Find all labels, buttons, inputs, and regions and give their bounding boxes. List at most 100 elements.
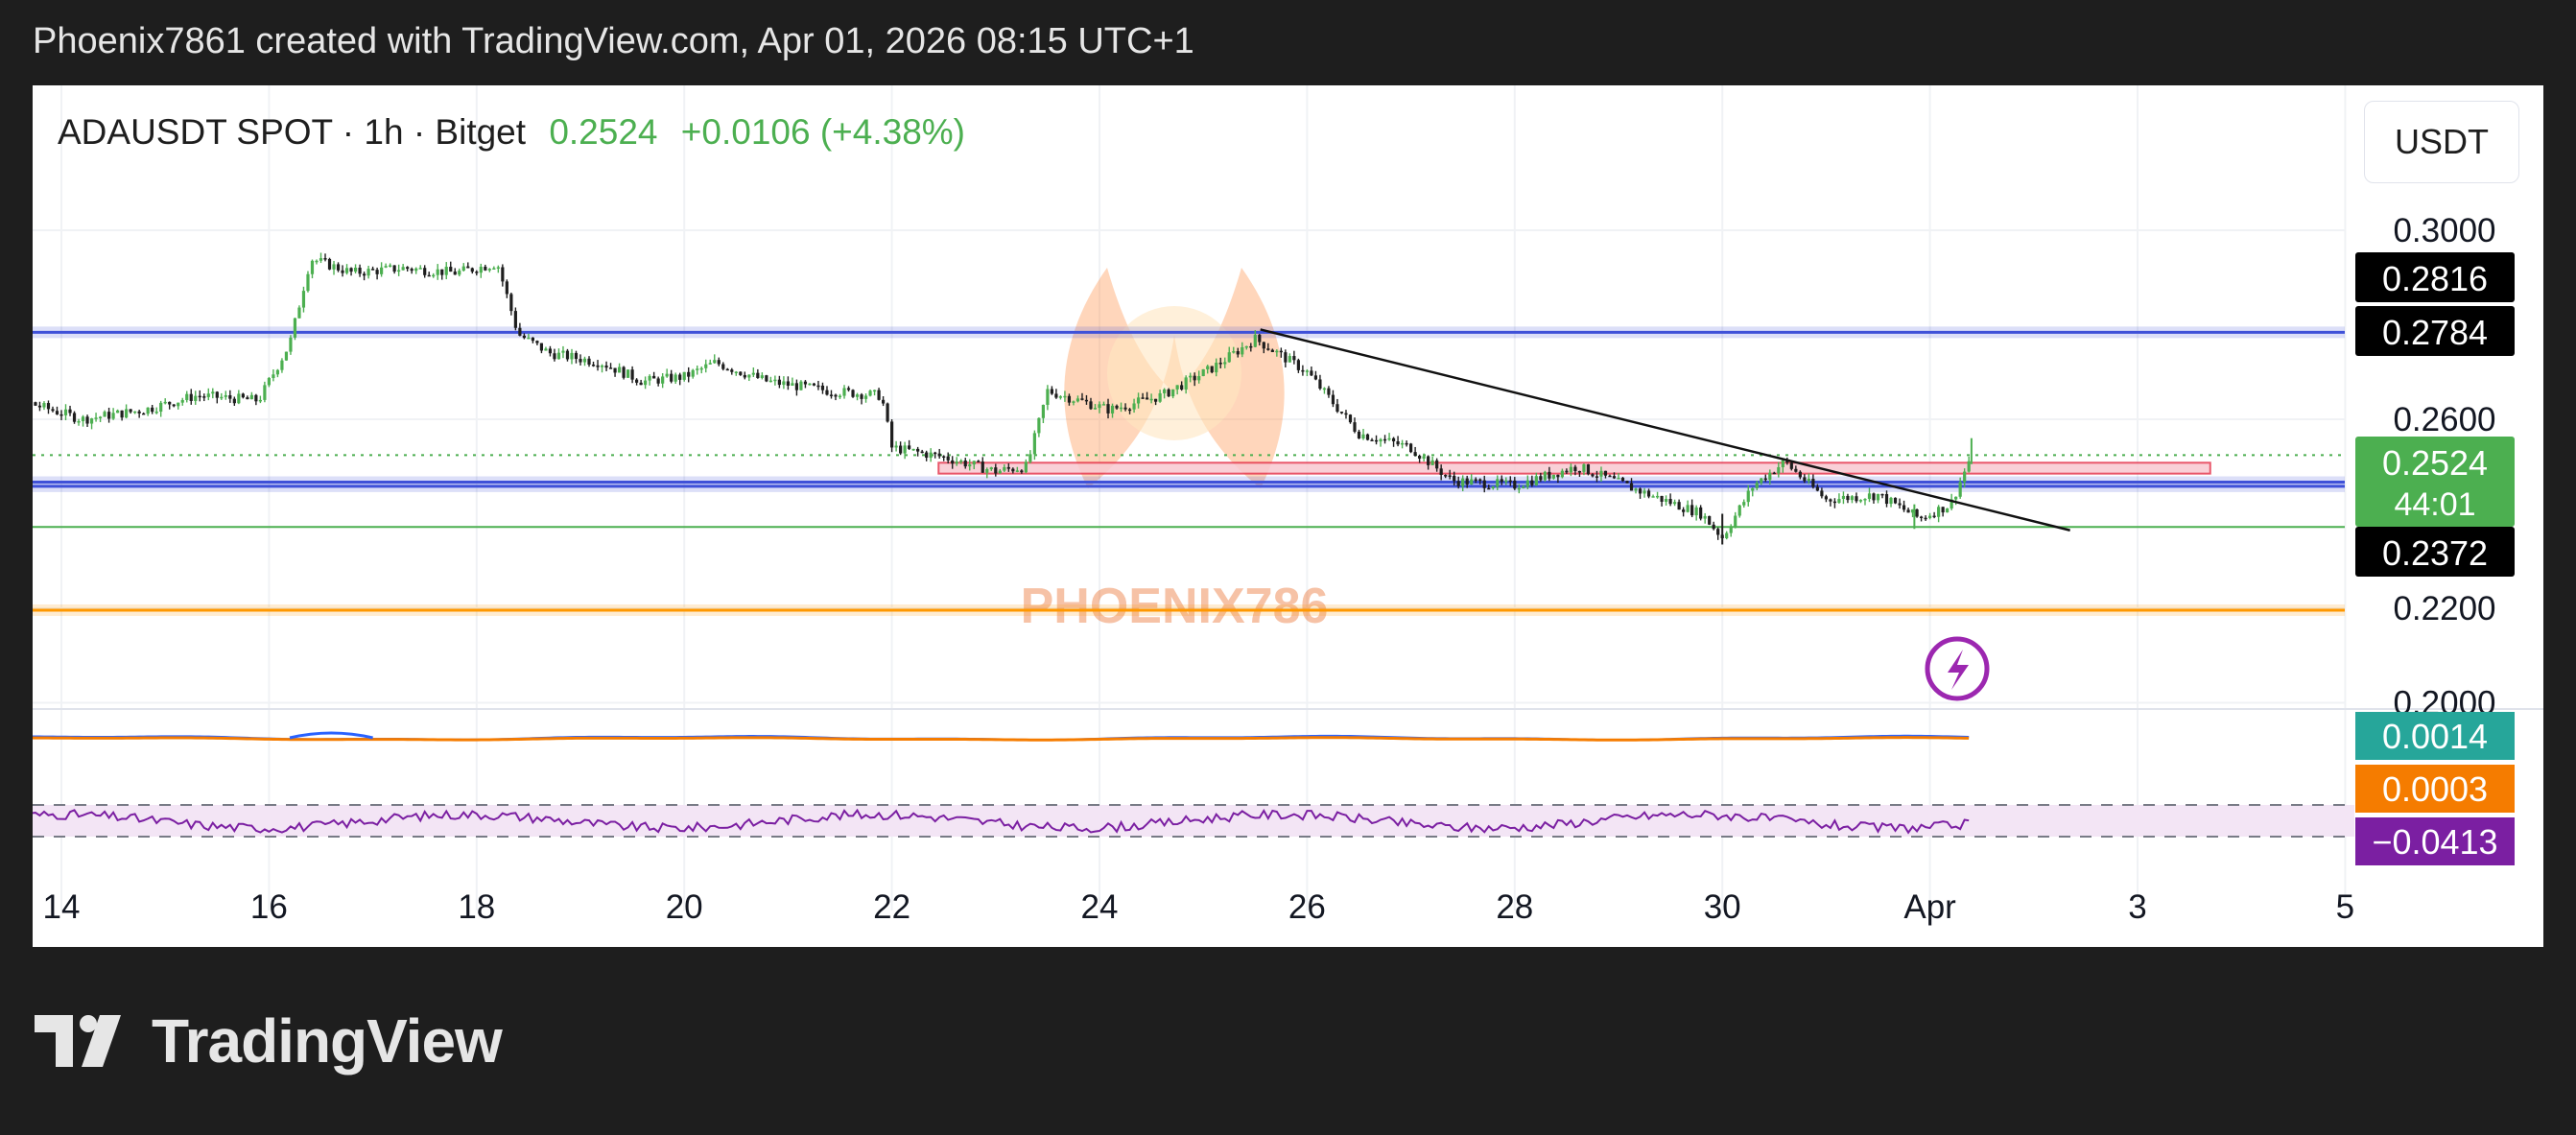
- candle-body: [1357, 431, 1361, 438]
- candle-body: [1742, 502, 1746, 506]
- candle-body: [414, 268, 418, 272]
- candle-body: [696, 368, 699, 370]
- candle-body: [1374, 439, 1379, 442]
- candle-body: [1712, 524, 1715, 530]
- candle-body: [1522, 486, 1525, 488]
- candle-body: [1046, 389, 1050, 405]
- candle-body: [574, 352, 579, 360]
- candle-body: [708, 363, 712, 365]
- x-tick-label: 18: [458, 888, 495, 926]
- candle-body: [1820, 490, 1824, 497]
- candle-body: [608, 367, 613, 369]
- candle-body: [1158, 392, 1162, 402]
- candle-body: [1811, 478, 1815, 487]
- symbol-change: +0.0106 (+4.38%): [680, 112, 965, 152]
- candle-body: [1924, 517, 1927, 520]
- candle-body: [362, 273, 366, 276]
- candle-body: [1080, 398, 1084, 400]
- candle-body: [834, 394, 838, 397]
- candle-body: [1448, 475, 1452, 477]
- candle-body: [1577, 471, 1582, 473]
- oscillator-label-box: [2355, 765, 2515, 813]
- candle-body: [1664, 499, 1668, 502]
- candle-body: [1167, 389, 1170, 397]
- candle-body: [786, 381, 790, 387]
- candle-body: [890, 421, 894, 448]
- candle-body: [1876, 493, 1880, 501]
- oscillator-label-box: [2355, 817, 2515, 865]
- candle-body: [125, 409, 129, 418]
- candle-body: [725, 368, 729, 371]
- candle-body: [1253, 334, 1257, 347]
- candle-body: [159, 402, 163, 413]
- candle-body: [838, 395, 842, 398]
- candle-body: [556, 352, 561, 360]
- candle-body: [1223, 362, 1227, 365]
- candle-body: [1906, 509, 1910, 513]
- candle-body: [1612, 476, 1617, 479]
- candle-body: [553, 353, 556, 360]
- candle-body: [820, 385, 825, 390]
- candle-body: [1963, 471, 1967, 483]
- candle-body: [1539, 476, 1543, 481]
- candle-body: [1067, 395, 1072, 403]
- candle-body: [1517, 487, 1521, 490]
- x-tick-label: 30: [1704, 888, 1741, 926]
- candle-body: [1284, 352, 1288, 363]
- price-label-box: [2355, 306, 2515, 356]
- candle-body: [1551, 474, 1555, 479]
- candle-body: [1725, 532, 1729, 539]
- candle-body: [1379, 438, 1383, 442]
- candle-body: [1322, 388, 1327, 390]
- candle-body: [315, 260, 319, 263]
- candle-body: [652, 375, 656, 379]
- candle-body: [717, 360, 721, 365]
- candle-body: [1015, 470, 1019, 472]
- chart-panel[interactable]: PHOENIX786 0.3000 0.2600 0.2200 0.2000 14 16 18…: [33, 85, 2543, 947]
- x-tick-label: 24: [1081, 888, 1119, 926]
- candle-body: [1858, 500, 1863, 502]
- separator: ·: [413, 112, 426, 152]
- candle-body: [1634, 488, 1638, 491]
- candle-body: [791, 383, 794, 387]
- candle-body: [1660, 495, 1664, 502]
- x-tick-label: 14: [43, 888, 81, 926]
- candle-body: [1115, 405, 1119, 409]
- candle-body: [916, 448, 920, 452]
- symbol-info[interactable]: ADAUSDT SPOT · 1h · Bitget 0.2524 +0.010…: [58, 112, 965, 153]
- candle-body: [1855, 496, 1858, 502]
- currency-button[interactable]: USDT: [2364, 101, 2519, 183]
- candle-body: [1954, 496, 1958, 500]
- candle-body: [1803, 477, 1807, 482]
- candle-body: [458, 271, 461, 275]
- candle-body: [1872, 493, 1876, 501]
- candle-body: [272, 374, 275, 379]
- candle-body: [872, 390, 877, 392]
- candle-body: [98, 416, 103, 418]
- candle-body: [301, 291, 306, 308]
- x-tick-label: 28: [1496, 888, 1533, 926]
- candle-body: [587, 358, 591, 366]
- candle-body: [1089, 401, 1093, 410]
- candle-body: [1058, 396, 1063, 398]
- oscillator-label-value: −0.0413: [2372, 822, 2497, 862]
- candle-body: [1456, 481, 1460, 486]
- candle-body: [275, 369, 280, 375]
- candle-body: [1837, 499, 1841, 504]
- candle-body: [1193, 375, 1196, 381]
- candle-body: [154, 412, 158, 414]
- candle-body: [1331, 394, 1335, 405]
- candle-body: [46, 403, 51, 410]
- candle-body: [1400, 442, 1405, 445]
- candle-body: [1941, 507, 1945, 513]
- candle-body: [1794, 468, 1798, 472]
- candle-body: [1361, 434, 1365, 438]
- watermark-text: PHOENIX786: [1021, 579, 1329, 634]
- candle-body: [682, 371, 686, 380]
- candle-body: [635, 379, 639, 383]
- candle-body: [1032, 433, 1036, 455]
- candle-body: [1149, 398, 1153, 401]
- candle-body: [1270, 349, 1274, 352]
